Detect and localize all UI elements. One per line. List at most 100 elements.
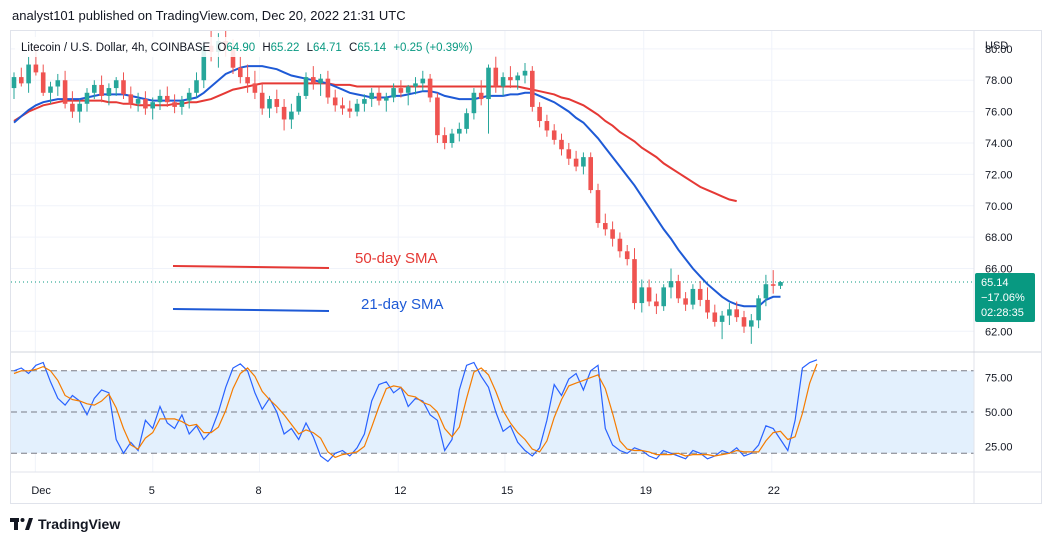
candle bbox=[128, 86, 134, 109]
candle bbox=[727, 303, 732, 326]
candle bbox=[289, 103, 294, 129]
sma50-annotation-line bbox=[172, 265, 330, 269]
candles bbox=[11, 31, 783, 344]
candle bbox=[347, 100, 353, 118]
price-tick-label: 72.00 bbox=[985, 169, 1013, 181]
candle bbox=[705, 287, 710, 319]
candle bbox=[449, 128, 455, 148]
candle bbox=[369, 88, 374, 107]
candle bbox=[325, 70, 331, 104]
candle bbox=[617, 232, 623, 258]
legend-low: 64.71 bbox=[313, 42, 342, 54]
chart-svg[interactable]: USD 80.00 78.00 76.00 74.00 72.00 70.00 68.00 6… bbox=[11, 31, 1041, 503]
candle bbox=[661, 284, 666, 311]
candle bbox=[763, 274, 769, 307]
sma21-annotation-label: 21-day SMA bbox=[361, 296, 444, 313]
legend-change: +0.25 (+0.39%) bbox=[393, 42, 472, 54]
candle bbox=[259, 83, 265, 115]
candle bbox=[157, 89, 163, 111]
sma-lines bbox=[13, 65, 781, 308]
candle bbox=[610, 221, 615, 247]
time-tick-label: 15 bbox=[501, 485, 513, 497]
candle bbox=[515, 72, 520, 90]
candle bbox=[274, 89, 280, 114]
candle bbox=[311, 66, 316, 90]
candle bbox=[303, 72, 309, 100]
candle bbox=[588, 152, 593, 194]
legend-open: 64.90 bbox=[226, 42, 255, 54]
candle bbox=[172, 94, 177, 114]
candle bbox=[362, 94, 367, 112]
stochastic-axis-ticks: 75.00 50.00 25.00 bbox=[985, 373, 1013, 454]
candle bbox=[471, 88, 477, 120]
stochastic-tick-label: 50.00 bbox=[985, 407, 1013, 419]
stochastic-lines bbox=[13, 359, 818, 463]
candle bbox=[712, 304, 718, 327]
candle bbox=[420, 70, 426, 92]
candle bbox=[734, 301, 739, 322]
publisher-line: analyst101 published on TradingView.com,… bbox=[12, 8, 406, 23]
candle bbox=[493, 56, 499, 93]
candle bbox=[457, 122, 462, 142]
sma21-line bbox=[13, 65, 781, 308]
candle bbox=[165, 86, 170, 107]
time-tick-label: Dec bbox=[31, 485, 51, 497]
candle bbox=[544, 114, 550, 137]
candle bbox=[632, 248, 637, 310]
ohlc-legend: Litecoin / U.S. Dollar, 4h, COINBASE O64… bbox=[15, 37, 473, 57]
candle bbox=[551, 124, 557, 145]
svg-text:Litecoin / U.S. Dollar, 4h, CO: Litecoin / U.S. Dollar, 4h, COINBASE O64… bbox=[21, 42, 473, 54]
candle bbox=[70, 91, 75, 118]
candle bbox=[384, 92, 389, 112]
legend-open-label: O bbox=[217, 42, 226, 54]
candle bbox=[194, 72, 199, 98]
candle bbox=[595, 183, 601, 228]
price-tick-label: 80.00 bbox=[985, 44, 1013, 56]
candle bbox=[106, 83, 112, 106]
candle bbox=[413, 77, 418, 95]
candle bbox=[603, 213, 608, 236]
candle bbox=[646, 279, 652, 307]
candle bbox=[48, 81, 53, 104]
candle bbox=[573, 150, 579, 172]
candle bbox=[135, 92, 141, 112]
chart-frame[interactable]: USD 80.00 78.00 76.00 74.00 72.00 70.00 68.00 6… bbox=[10, 30, 1042, 504]
stochastic-tick-label: 75.00 bbox=[985, 373, 1013, 385]
price-tick-label: 78.00 bbox=[985, 75, 1013, 87]
candle bbox=[624, 245, 630, 266]
candle bbox=[150, 97, 155, 120]
tradingview-brand: TradingView bbox=[38, 516, 121, 532]
candle bbox=[11, 72, 17, 100]
price-tick-label: 62.00 bbox=[985, 326, 1013, 338]
time-tick-label: 5 bbox=[149, 485, 155, 497]
time-tick-label: 8 bbox=[255, 485, 261, 497]
candle bbox=[62, 70, 68, 109]
candle bbox=[697, 281, 703, 307]
candle bbox=[749, 314, 754, 344]
candle bbox=[464, 108, 469, 134]
stochastic-d-line bbox=[13, 363, 818, 459]
candle bbox=[522, 62, 528, 84]
candle bbox=[92, 80, 97, 100]
candle bbox=[500, 72, 506, 96]
time-tick-label: 22 bbox=[768, 485, 780, 497]
candle bbox=[113, 77, 119, 96]
candle bbox=[179, 95, 185, 115]
candle bbox=[405, 84, 411, 106]
candle bbox=[19, 67, 24, 87]
candle bbox=[281, 99, 287, 131]
candle bbox=[756, 295, 761, 329]
candle bbox=[639, 279, 645, 313]
sma50-line bbox=[13, 82, 737, 203]
last-price-badge: 65.14 −17.06% 02:28:35 bbox=[975, 273, 1035, 323]
candle bbox=[121, 72, 126, 100]
candle bbox=[55, 73, 61, 96]
candle bbox=[376, 86, 382, 106]
legend-high-label: H bbox=[262, 42, 270, 54]
candle bbox=[252, 70, 258, 100]
price-axis-currency: USD bbox=[985, 40, 1008, 52]
candle bbox=[332, 89, 338, 112]
candle bbox=[340, 97, 345, 115]
candle bbox=[84, 88, 90, 112]
candle bbox=[778, 281, 783, 289]
